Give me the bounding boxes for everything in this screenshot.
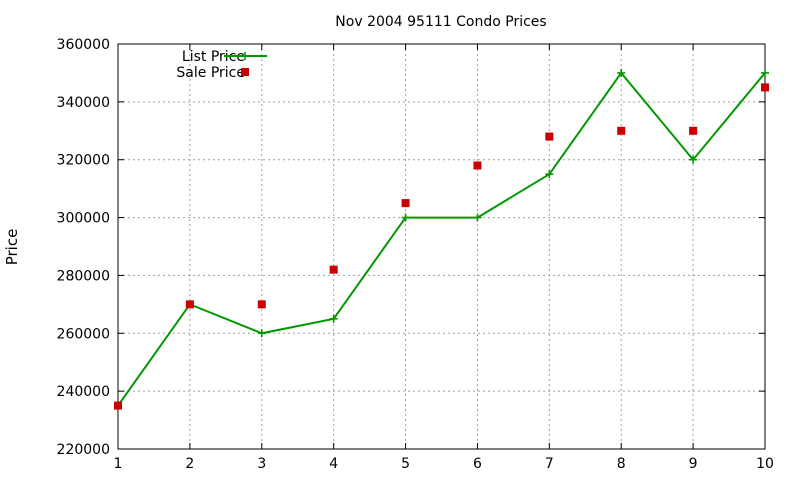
list-price-point bbox=[617, 68, 626, 77]
legend-plus-marker bbox=[241, 52, 249, 60]
sale-price-point bbox=[689, 126, 698, 135]
legend-label: Sale Price bbox=[176, 65, 245, 81]
y-tick-labels: 220000 240000 260000 280000 300000 320000 3400… bbox=[57, 37, 110, 458]
list-price-point bbox=[473, 213, 482, 222]
series-layer bbox=[114, 68, 769, 410]
y-tick-label: 220000 bbox=[57, 442, 110, 458]
x-tick-label: 1 bbox=[114, 456, 123, 472]
legend-label: List Price bbox=[182, 49, 245, 65]
y-tick-label: 320000 bbox=[57, 153, 110, 169]
x-tick-label: 10 bbox=[756, 456, 774, 472]
series-sale-price bbox=[114, 83, 769, 410]
list-price-point bbox=[545, 170, 554, 179]
list-price-line bbox=[117, 71, 766, 407]
sale-price-point bbox=[257, 300, 266, 309]
plot-frame bbox=[117, 43, 766, 450]
list-price-point bbox=[329, 314, 338, 323]
list-price-point bbox=[761, 68, 769, 77]
x-tick-labels: 1 2 3 4 5 6 7 8 9 10 bbox=[114, 456, 774, 472]
sale-price-point bbox=[545, 132, 554, 141]
sale-price-point bbox=[401, 199, 410, 208]
x-tick-label: 9 bbox=[689, 456, 698, 472]
y-tick-label: 240000 bbox=[57, 384, 110, 400]
list-price-point bbox=[257, 329, 266, 338]
axis-ticks bbox=[117, 43, 766, 450]
y-tick-label: 340000 bbox=[57, 95, 110, 111]
legend-square-marker bbox=[241, 68, 249, 76]
x-tick-label: 7 bbox=[545, 456, 554, 472]
y-tick-label: 260000 bbox=[57, 326, 110, 342]
series-list-price bbox=[114, 68, 769, 410]
sale-price-point bbox=[473, 161, 482, 170]
chart-title: Nov 2004 95111 Condo Prices bbox=[335, 14, 546, 30]
y-tick-label: 360000 bbox=[57, 37, 110, 53]
y-axis-label: Price bbox=[3, 229, 21, 266]
sale-price-point bbox=[185, 300, 194, 309]
list-price-point bbox=[689, 155, 698, 164]
x-tick-label: 5 bbox=[401, 456, 410, 472]
sale-price-point bbox=[114, 401, 122, 410]
list-price-point bbox=[401, 213, 410, 222]
sale-price-point bbox=[617, 126, 626, 135]
x-tick-label: 4 bbox=[329, 456, 338, 472]
sale-price-point bbox=[329, 265, 338, 274]
x-tick-label: 2 bbox=[185, 456, 194, 472]
x-tick-label: 8 bbox=[617, 456, 626, 472]
sale-price-point bbox=[761, 83, 769, 92]
y-tick-label: 300000 bbox=[57, 211, 110, 227]
x-tick-label: 6 bbox=[473, 456, 482, 472]
x-tick-label: 3 bbox=[257, 456, 266, 472]
grid-lines bbox=[118, 44, 765, 449]
y-tick-label: 280000 bbox=[57, 268, 110, 284]
